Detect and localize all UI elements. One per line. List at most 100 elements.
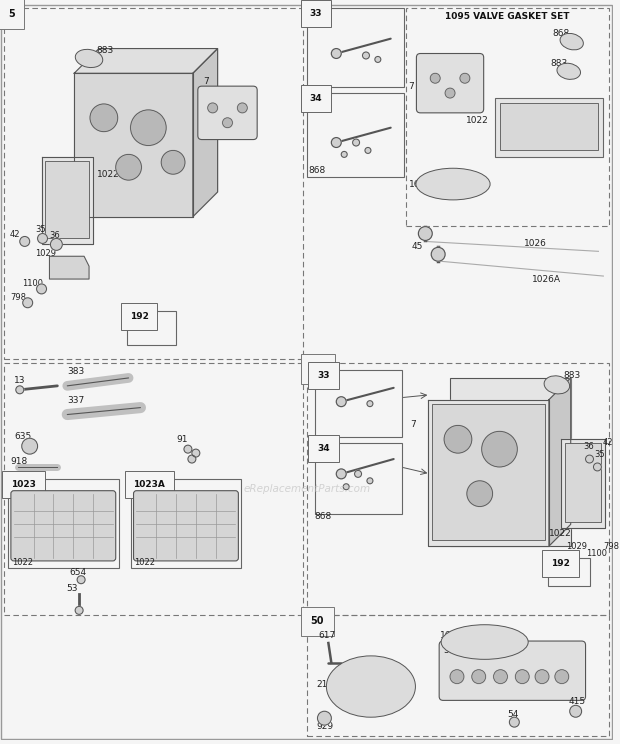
Circle shape: [445, 88, 455, 98]
Polygon shape: [561, 439, 605, 528]
Text: 35: 35: [35, 225, 46, 234]
Circle shape: [50, 239, 63, 250]
Bar: [4, 363, 303, 615]
Bar: [405, 8, 609, 225]
Ellipse shape: [416, 168, 490, 200]
Circle shape: [317, 711, 331, 725]
Polygon shape: [50, 256, 89, 279]
Text: 1023: 1023: [11, 480, 36, 489]
Text: 36: 36: [583, 442, 595, 451]
Circle shape: [515, 670, 529, 684]
Text: 1023A: 1023A: [133, 480, 166, 489]
Circle shape: [208, 103, 218, 113]
Text: 383: 383: [67, 367, 84, 376]
Circle shape: [16, 386, 24, 394]
Text: 798: 798: [603, 542, 619, 551]
Text: 13: 13: [14, 376, 25, 385]
Text: 45: 45: [412, 242, 423, 251]
Circle shape: [77, 576, 85, 584]
Circle shape: [510, 717, 520, 727]
Text: 7: 7: [410, 420, 416, 429]
Circle shape: [90, 104, 118, 132]
Text: 51: 51: [443, 647, 454, 655]
Text: 1022: 1022: [12, 559, 33, 568]
Bar: [307, 615, 609, 736]
Ellipse shape: [544, 376, 570, 394]
Text: 163: 163: [440, 631, 458, 640]
Circle shape: [343, 484, 349, 490]
FancyBboxPatch shape: [439, 641, 585, 700]
Circle shape: [535, 670, 549, 684]
Text: 91: 91: [176, 434, 188, 443]
Bar: [495, 98, 603, 158]
Ellipse shape: [326, 656, 415, 717]
Text: 1022: 1022: [549, 529, 572, 538]
Circle shape: [20, 237, 30, 246]
Bar: [8, 479, 118, 568]
Circle shape: [355, 470, 361, 478]
Circle shape: [593, 463, 601, 471]
Text: 337: 337: [67, 397, 84, 405]
Circle shape: [188, 455, 196, 463]
Text: 192: 192: [551, 559, 570, 568]
Text: 33: 33: [317, 371, 330, 380]
Bar: [548, 558, 590, 586]
Text: 34: 34: [317, 444, 330, 453]
Circle shape: [367, 401, 373, 407]
Text: 1022: 1022: [97, 170, 120, 179]
Bar: [500, 103, 598, 150]
Bar: [131, 479, 241, 568]
Text: 868: 868: [309, 166, 326, 175]
Text: 883: 883: [96, 46, 113, 55]
Bar: [314, 370, 402, 437]
Text: 33: 33: [309, 9, 322, 18]
FancyBboxPatch shape: [198, 86, 257, 140]
Circle shape: [365, 147, 371, 153]
Bar: [45, 161, 89, 239]
Text: 929: 929: [317, 722, 334, 731]
Circle shape: [444, 426, 472, 453]
Polygon shape: [193, 48, 218, 217]
Text: 635: 635: [15, 432, 32, 440]
Text: 1095 VALVE GASKET SET: 1095 VALVE GASKET SET: [445, 12, 570, 21]
Circle shape: [331, 138, 341, 147]
Circle shape: [184, 445, 192, 453]
Bar: [314, 443, 402, 514]
FancyBboxPatch shape: [11, 491, 116, 561]
Text: 1100: 1100: [587, 550, 608, 559]
Bar: [307, 363, 609, 615]
Circle shape: [237, 103, 247, 113]
Text: 1100: 1100: [22, 280, 43, 289]
Ellipse shape: [557, 63, 580, 80]
Bar: [4, 8, 303, 359]
Polygon shape: [74, 48, 218, 74]
Text: 212: 212: [317, 680, 334, 689]
Circle shape: [336, 469, 346, 479]
Text: 798: 798: [10, 293, 26, 302]
Bar: [565, 443, 601, 522]
Bar: [307, 93, 404, 177]
Text: 1026: 1026: [525, 239, 547, 248]
Text: 415: 415: [569, 697, 586, 706]
Ellipse shape: [560, 33, 583, 50]
Circle shape: [450, 670, 464, 684]
Polygon shape: [42, 158, 93, 245]
Text: 1029: 1029: [35, 248, 56, 258]
Circle shape: [192, 449, 200, 457]
Text: 868: 868: [314, 512, 332, 521]
Text: 192: 192: [130, 312, 148, 321]
Ellipse shape: [441, 625, 528, 659]
Circle shape: [23, 298, 33, 308]
Ellipse shape: [75, 49, 103, 68]
Circle shape: [467, 481, 492, 507]
Circle shape: [131, 110, 166, 146]
Text: eReplacementParts.com: eReplacementParts.com: [243, 484, 370, 494]
Text: 1022: 1022: [466, 116, 489, 125]
Text: 35: 35: [595, 449, 605, 458]
Text: 883: 883: [564, 371, 581, 380]
Circle shape: [336, 397, 346, 407]
Circle shape: [75, 606, 83, 615]
FancyBboxPatch shape: [133, 491, 238, 561]
Text: 1029: 1029: [566, 542, 587, 551]
Circle shape: [494, 670, 507, 684]
